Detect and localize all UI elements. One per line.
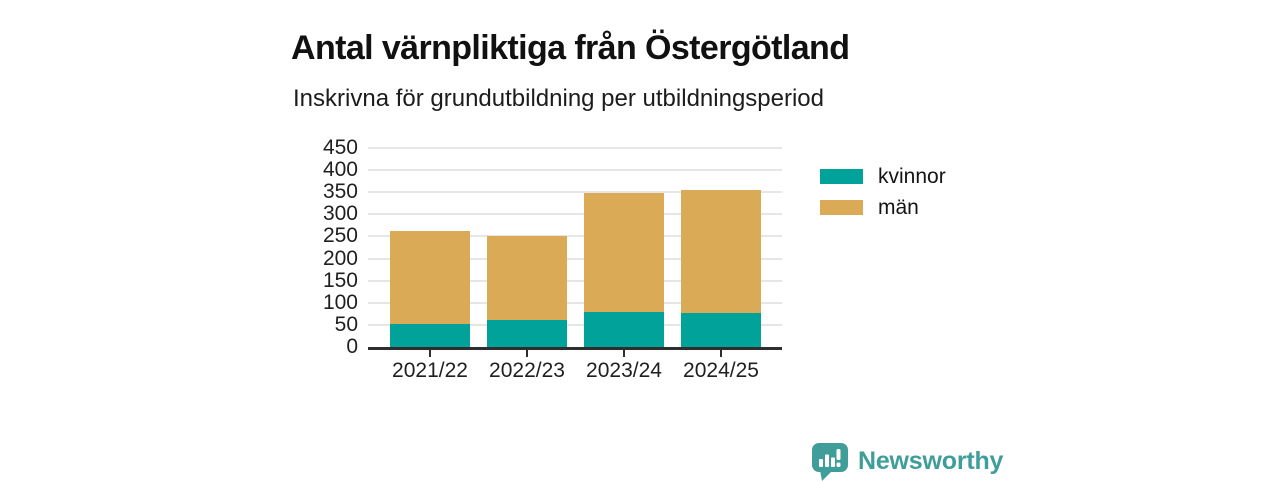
- bar-segment-män: [390, 231, 470, 324]
- legend-item-kvinnor: kvinnor: [820, 165, 946, 188]
- x-tick-mark: [720, 347, 722, 357]
- legend: kvinnor män: [820, 165, 946, 231]
- x-tick-label: 2023/24: [586, 359, 662, 382]
- bar-2023-24: [584, 148, 664, 347]
- chart-subtitle: Inskrivna för grundutbildning per utbild…: [293, 85, 824, 112]
- newsworthy-logo[interactable]: Newsworthy: [810, 441, 1003, 481]
- gridline-150: [368, 279, 782, 282]
- y-tick-label: 350: [322, 180, 358, 204]
- legend-swatch-kvinnor: [820, 169, 863, 184]
- y-tick-label: 150: [322, 268, 358, 292]
- bar-segment-kvinnor: [390, 323, 470, 347]
- legend-label: kvinnor: [878, 164, 946, 188]
- y-tick-label: 50: [334, 312, 358, 336]
- y-tick-label: 250: [322, 224, 358, 248]
- bar-segment-män: [584, 193, 664, 312]
- x-tick-mark: [526, 347, 528, 357]
- y-tick-label: 400: [322, 158, 358, 182]
- chart-title: Antal värnpliktiga från Östergötland: [291, 28, 850, 67]
- bar-segment-kvinnor: [681, 312, 761, 347]
- y-tick-label: 300: [322, 202, 358, 226]
- bar-segment-män: [487, 236, 567, 320]
- gridline-200: [368, 257, 782, 260]
- gridline-350: [368, 191, 782, 194]
- x-tick-mark: [429, 347, 431, 357]
- x-tick-label: 2024/25: [683, 359, 759, 382]
- gridline-300: [368, 213, 782, 216]
- x-tick-label: 2022/23: [489, 359, 565, 382]
- bar-segment-kvinnor: [487, 319, 567, 347]
- bar-2024-25: [681, 148, 761, 347]
- gridline-250: [368, 235, 782, 238]
- legend-swatch-män: [820, 200, 863, 215]
- y-tick-label: 200: [322, 246, 358, 270]
- bar-2021-22: [390, 148, 470, 347]
- x-tick-label: 2021/22: [392, 359, 468, 382]
- gridline-50: [368, 323, 782, 326]
- y-tick-label: 100: [322, 290, 358, 314]
- plot-area: 0 50 100 150 200 250 300 350 400 450 2021/22 2022/2…: [323, 136, 782, 382]
- y-tick-label: 450: [322, 136, 358, 159]
- x-tick-mark: [623, 347, 625, 357]
- bar-segment-kvinnor: [584, 311, 664, 347]
- legend-item-män: män: [820, 196, 946, 219]
- y-tick-label: 0: [346, 335, 358, 358]
- bar-segment-män: [681, 190, 761, 313]
- bar-2022-23: [487, 148, 567, 347]
- newsworthy-logo-icon: [812, 443, 848, 481]
- gridline-450: [368, 147, 782, 149]
- gridline-100: [368, 301, 782, 304]
- newsworthy-logo-text: Newsworthy: [858, 446, 1004, 475]
- legend-label: män: [878, 195, 919, 219]
- gridline-400: [368, 169, 782, 172]
